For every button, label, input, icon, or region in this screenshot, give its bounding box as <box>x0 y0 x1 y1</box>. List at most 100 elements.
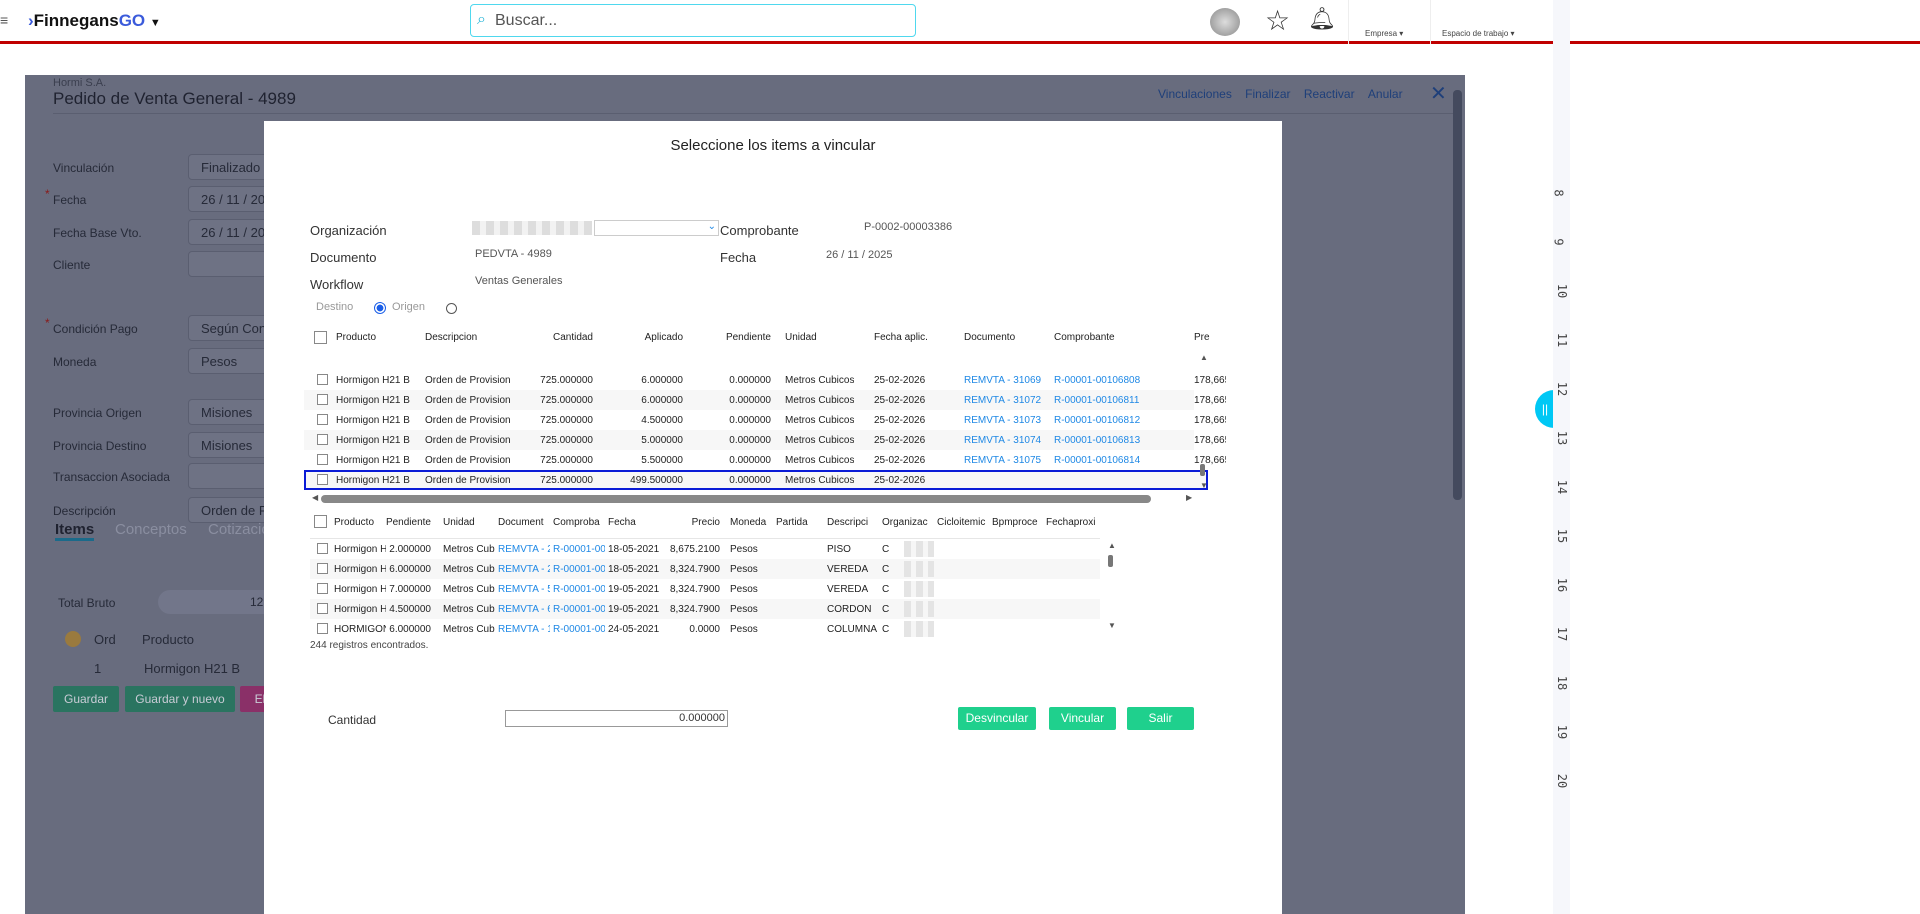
row-checkbox[interactable] <box>317 434 328 445</box>
scroll-left-icon[interactable]: ◀ <box>312 493 319 502</box>
column-header[interactable]: Comproba <box>553 517 600 528</box>
table-cell[interactable]: REMVTA - 31073 <box>964 415 1042 426</box>
column-header[interactable]: Comprobante <box>1054 332 1115 343</box>
salir-button[interactable]: Salir <box>1127 707 1194 730</box>
table-cell[interactable]: REMVTA - 31069 <box>964 375 1042 386</box>
row-checkbox[interactable] <box>317 583 328 594</box>
table-cell[interactable]: REMVTA - 1 <box>498 624 550 635</box>
table-row[interactable] <box>310 579 1100 599</box>
tab-conceptos[interactable]: Conceptos <box>115 521 187 538</box>
table-cell[interactable]: REMVTA - 31072 <box>964 395 1042 406</box>
column-header[interactable]: Unidad <box>785 332 817 343</box>
row-checkbox[interactable] <box>317 454 328 465</box>
column-header[interactable]: Fechaproxi <box>1046 517 1096 528</box>
table-row[interactable] <box>310 599 1100 619</box>
tab-items[interactable]: Items <box>55 521 95 541</box>
scroll-up-icon[interactable]: ▲ <box>1108 541 1116 550</box>
field-input[interactable]: Finalizado <box>188 154 278 180</box>
top-hscroll-thumb[interactable] <box>321 495 1151 503</box>
field-input[interactable]: 26 / 11 / 20 <box>188 219 278 245</box>
logo[interactable]: ›FinnegansGO ▼ <box>28 11 161 30</box>
save-button[interactable]: Guardar <box>53 686 119 712</box>
table-row[interactable] <box>304 470 1208 490</box>
row-checkbox[interactable] <box>317 374 328 385</box>
column-header[interactable]: Pendiente <box>385 517 431 528</box>
table-row[interactable] <box>304 370 1194 390</box>
empresa-menu[interactable]: Empresa ▾ <box>1348 0 1428 44</box>
save-new-button[interactable]: Guardar y nuevo <box>125 686 235 712</box>
table-cell[interactable]: R-00001-00106811 <box>1054 395 1140 406</box>
vincular-button[interactable]: Vincular <box>1049 707 1116 730</box>
workspace-menu[interactable]: Espacio de trabajo ▾ <box>1430 0 1540 44</box>
select-all-bottom-checkbox[interactable] <box>314 515 327 528</box>
table-row[interactable] <box>304 410 1194 430</box>
field-input[interactable]: Pesos <box>188 348 278 374</box>
desvincular-button[interactable]: Desvincular <box>958 707 1036 730</box>
table-cell[interactable]: R-00001-00 <box>553 624 605 635</box>
select-all-top-checkbox[interactable] <box>314 331 327 344</box>
scroll-right-icon[interactable]: ▶ <box>1186 493 1193 502</box>
scroll-down-icon[interactable]: ▼ <box>1200 481 1208 490</box>
column-header[interactable]: Document <box>498 517 544 528</box>
star-icon[interactable]: ☆ <box>1265 5 1291 36</box>
table-cell[interactable]: R-00001-00 <box>553 564 605 575</box>
column-header[interactable]: Pendiente <box>725 332 771 343</box>
column-header[interactable]: Moneda <box>730 517 767 528</box>
app-logo-icon[interactable] <box>1210 8 1240 36</box>
row-checkbox[interactable] <box>317 603 328 614</box>
field-input[interactable]: Misiones <box>188 432 278 458</box>
column-header[interactable]: Organizac <box>882 517 928 528</box>
column-header[interactable]: Fecha <box>608 517 636 528</box>
row-checkbox[interactable] <box>317 623 328 634</box>
tab-cotizacion[interactable]: Cotizacio <box>208 521 270 538</box>
search-input[interactable]: ⌕ Buscar... <box>470 4 916 37</box>
page-scrollbar[interactable] <box>1453 90 1462 500</box>
origen-radio[interactable] <box>374 302 386 314</box>
organization-select[interactable]: ⌄ <box>594 220 719 236</box>
scroll-down-icon[interactable]: ▼ <box>1108 621 1116 630</box>
column-header[interactable]: Documento <box>964 332 1016 343</box>
table-cell[interactable]: REMVTA - 31074 <box>964 435 1042 446</box>
column-header[interactable]: Unidad <box>443 517 475 528</box>
table-cell[interactable]: REMVTA - 6 <box>498 604 550 615</box>
field-input[interactable]: Según Contr <box>188 315 278 341</box>
table-row[interactable] <box>310 559 1100 579</box>
field-input[interactable] <box>188 251 278 277</box>
field-input[interactable]: 26 / 11 / 20 <box>188 186 278 212</box>
table-cell[interactable]: REMVTA - 5 <box>498 584 550 595</box>
column-header[interactable]: Aplicado <box>644 332 683 343</box>
table-cell[interactable]: R-00001-00 <box>553 544 605 555</box>
row-checkbox[interactable] <box>317 563 328 574</box>
top-vscroll-thumb[interactable] <box>1200 464 1205 476</box>
table-row[interactable] <box>310 539 1100 559</box>
column-header[interactable]: Precio <box>691 517 720 528</box>
column-header[interactable]: Pre <box>1194 332 1210 343</box>
row-checkbox[interactable] <box>317 543 328 554</box>
field-input[interactable] <box>188 463 278 489</box>
table-row[interactable] <box>310 619 1100 639</box>
toolbar-links[interactable]: Vinculaciones Finalizar Reactivar Anular <box>1158 87 1403 101</box>
scroll-up-icon[interactable]: ▲ <box>1200 353 1208 362</box>
side-panel-handle[interactable]: || <box>1535 390 1555 428</box>
close-icon[interactable]: ✕ <box>1430 83 1447 105</box>
table-cell[interactable]: R-00001-00106808 <box>1054 375 1141 386</box>
column-header[interactable]: Producto <box>334 517 375 528</box>
column-header[interactable]: Partida <box>776 517 808 528</box>
column-header[interactable]: Bpmproce <box>992 517 1038 528</box>
table-row[interactable] <box>304 430 1194 450</box>
table-row[interactable] <box>304 450 1194 470</box>
field-input[interactable]: Orden de Pr <box>188 497 278 523</box>
add-icon[interactable] <box>65 631 81 647</box>
table-cell[interactable]: R-00001-00 <box>553 584 605 595</box>
table-cell[interactable]: REMVTA - 2 <box>498 544 550 555</box>
column-header[interactable]: Cantidad <box>552 332 593 343</box>
table-cell[interactable]: R-00001-00 <box>553 604 605 615</box>
column-header[interactable]: Descripci <box>827 517 869 528</box>
row-checkbox[interactable] <box>317 474 328 485</box>
table-cell[interactable]: R-00001-00106813 <box>1054 435 1141 446</box>
row-checkbox[interactable] <box>317 414 328 425</box>
destino-radio[interactable] <box>446 303 457 314</box>
table-row[interactable] <box>304 390 1194 410</box>
table-cell[interactable]: REMVTA - 31075 <box>964 455 1042 466</box>
table-cell[interactable]: REMVTA - 2 <box>498 564 550 575</box>
